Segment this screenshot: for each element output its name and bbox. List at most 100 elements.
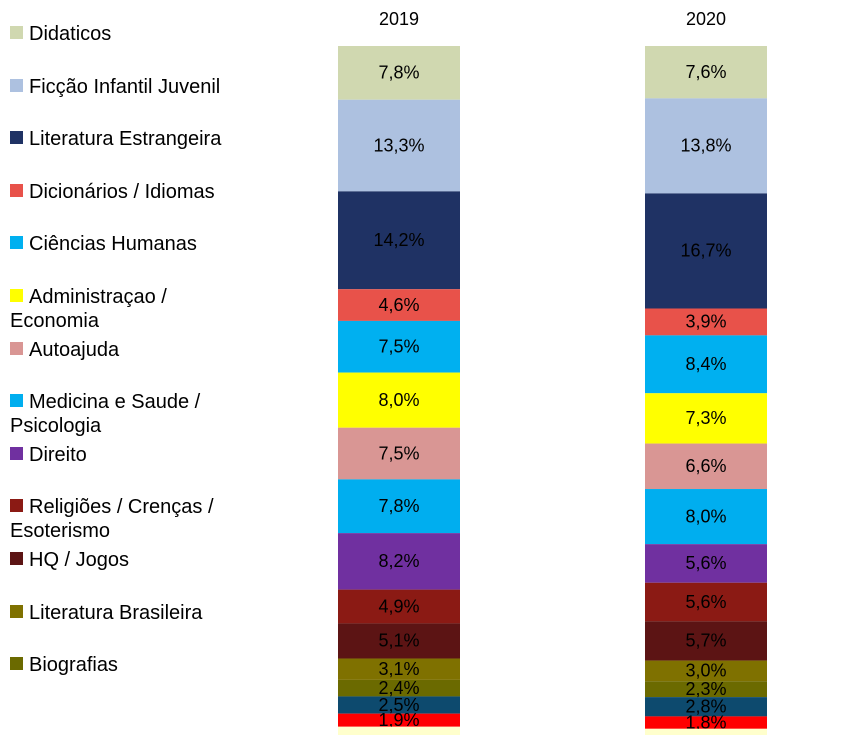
legend-entry: Religiões / Crenças / Esoterismo (10, 495, 255, 543)
value-label: 3,0% (685, 661, 726, 681)
legend-entry: Direito (10, 443, 255, 467)
legend-swatch (10, 78, 23, 92)
value-label: 8,4% (685, 354, 726, 374)
value-label: 3,9% (685, 312, 726, 332)
legend-entry: Dicionários / Idiomas (10, 180, 255, 204)
legend-entry: Administraçao / Economia (10, 285, 255, 333)
value-label: 7,5% (378, 443, 419, 463)
value-label: 2,8% (685, 697, 726, 717)
bar-segment (338, 713, 460, 727)
legend-label: Religiões / Crenças / Esoterismo (10, 496, 214, 543)
value-label: 4,6% (378, 295, 419, 315)
value-label: 5,7% (685, 631, 726, 651)
bar-segment (338, 696, 460, 714)
bar-segment (338, 191, 460, 290)
bar-segment (645, 335, 767, 394)
legend-entry: Didaticos (10, 22, 255, 46)
bar-segment (338, 46, 460, 100)
legend-label: Literatura Estrangeira (29, 128, 222, 151)
bar-segment (338, 726, 460, 735)
value-label: 6,6% (685, 456, 726, 476)
legend-label: Dicionários / Idiomas (29, 180, 215, 203)
legend-label: Ficção Infantil Juvenil (29, 75, 221, 98)
bar-segment (645, 621, 767, 661)
legend-swatch (10, 183, 23, 197)
legend-label: Literatura Brasileira (29, 601, 203, 624)
bar-segment (338, 589, 460, 624)
legend-swatch (10, 131, 23, 145)
bar-segment (645, 193, 767, 309)
legend-label: Biografias (29, 654, 118, 677)
bar-segment (645, 443, 767, 490)
value-label: 7,8% (378, 63, 419, 83)
bar-segment (338, 533, 460, 590)
legend-swatch (10, 341, 23, 355)
value-label: 8,0% (685, 506, 726, 526)
value-label: 5,6% (685, 592, 726, 612)
legend-swatch (10, 552, 23, 565)
legend-label: HQ / Jogos (29, 549, 130, 571)
value-label: 8,0% (378, 390, 419, 410)
legend-swatch (10, 657, 23, 671)
bar-segment (645, 660, 767, 682)
bar-segment (645, 544, 767, 583)
value-label: 1,8% (685, 712, 726, 732)
value-label: 7,8% (378, 496, 419, 516)
value-label: 13,8% (680, 136, 731, 156)
value-label: 7,3% (685, 408, 726, 428)
legend-label: Ciências Humanas (29, 233, 197, 256)
legend-label: Medicina e Saude / Psicologia (10, 391, 201, 438)
bar-segment (645, 716, 767, 729)
bar-segment (338, 479, 460, 534)
bar-segment (645, 308, 767, 336)
legend-entry: Literatura Estrangeira (10, 127, 255, 151)
legend-entry: Autoajuda (10, 338, 255, 362)
legend-label: Autoajuda (29, 338, 120, 361)
legend-swatch (10, 289, 23, 302)
bar-segment (645, 728, 767, 735)
legend-label: Didaticos (29, 23, 112, 45)
legend-entry: Ficção Infantil Juvenil (10, 75, 255, 99)
bar-segment (645, 98, 767, 194)
legend-entry: Ciências Humanas (10, 232, 255, 256)
value-label: 5,1% (378, 631, 419, 651)
bar-segment (338, 427, 460, 480)
value-label: 8,2% (378, 551, 419, 571)
legend-entry: Literatura Brasileira (10, 601, 255, 625)
value-label: 2,4% (378, 678, 419, 698)
legend-label: Direito (29, 443, 87, 466)
legend-swatch (10, 26, 23, 39)
legend-swatch (10, 499, 23, 513)
legend-entry: HQ / Jogos (10, 548, 255, 572)
value-label: 2,5% (378, 695, 419, 715)
legend-swatch (10, 604, 23, 618)
legend-swatch (10, 394, 23, 408)
bar-segment (338, 679, 460, 697)
value-label: 1,9% (378, 710, 419, 730)
value-label: 2,3% (685, 679, 726, 699)
bar-segment (338, 289, 460, 321)
bar-segment (645, 393, 767, 444)
value-label: 4,9% (378, 596, 419, 616)
bar-segment (338, 658, 460, 680)
bar-segment (645, 697, 767, 717)
bar-segment (338, 623, 460, 659)
bar-segment (645, 489, 767, 545)
legend-label: Administraçao / Economia (10, 286, 167, 332)
legend-swatch (10, 236, 23, 250)
bar-segment (645, 681, 767, 698)
column-label: 2019 (379, 9, 419, 29)
value-label: 14,2% (373, 230, 424, 250)
bar-segment (645, 582, 767, 622)
value-label: 5,6% (685, 553, 726, 573)
bar-segment (338, 320, 460, 373)
column-label: 2020 (686, 9, 726, 29)
bar-segment (338, 99, 460, 192)
value-label: 7,6% (685, 62, 726, 82)
legend-swatch (10, 446, 23, 460)
value-label: 7,5% (378, 336, 419, 356)
value-label: 13,3% (373, 135, 424, 155)
value-label: 16,7% (680, 241, 731, 261)
